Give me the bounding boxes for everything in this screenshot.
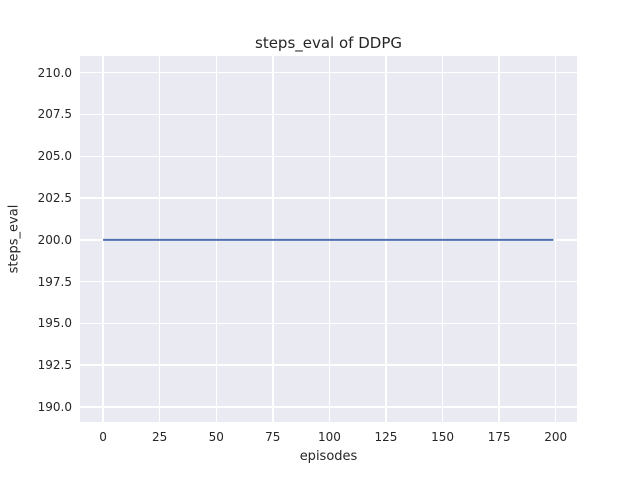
y-tick-label: 197.5: [37, 274, 72, 289]
x-tick-label: 100: [317, 430, 341, 444]
y-gridline: [80, 72, 577, 74]
plot-area: [80, 56, 577, 422]
x-tick-label: 0: [99, 430, 107, 444]
x-tick-label: 200: [544, 430, 568, 444]
data-series-layer: [103, 238, 554, 241]
y-gridline: [80, 113, 577, 116]
chart-title: steps_eval of DDPG: [255, 34, 402, 52]
x-gridline: [102, 56, 104, 422]
x-tick-label: 175: [487, 430, 511, 444]
x-gridline: [555, 56, 557, 422]
y-tick-label: 192.5: [37, 358, 72, 373]
y-tick-label: 195.0: [37, 316, 72, 331]
x-tick-label: 125: [374, 430, 398, 444]
y-tick-label: 210.0: [37, 65, 72, 80]
y-gridline: [80, 364, 577, 366]
y-tick-label: 190.0: [37, 399, 72, 414]
x-axis-label: episodes: [299, 449, 358, 464]
x-tick-label: 75: [265, 430, 281, 444]
y-gridline: [80, 197, 577, 199]
y-gridline: [80, 322, 577, 325]
y-tick-label: 207.5: [37, 107, 72, 122]
x-tick-label: 50: [208, 430, 224, 444]
y-gridline: [80, 406, 577, 408]
x-tick-label: 25: [152, 430, 168, 444]
x-tick-label: 150: [431, 430, 455, 444]
y-tick-label: 205.0: [37, 149, 72, 164]
y-gridline: [80, 280, 577, 283]
y-tick-label: 200.0: [37, 232, 72, 247]
y-gridline: [80, 155, 577, 157]
y-tick-label: 202.5: [37, 191, 72, 206]
